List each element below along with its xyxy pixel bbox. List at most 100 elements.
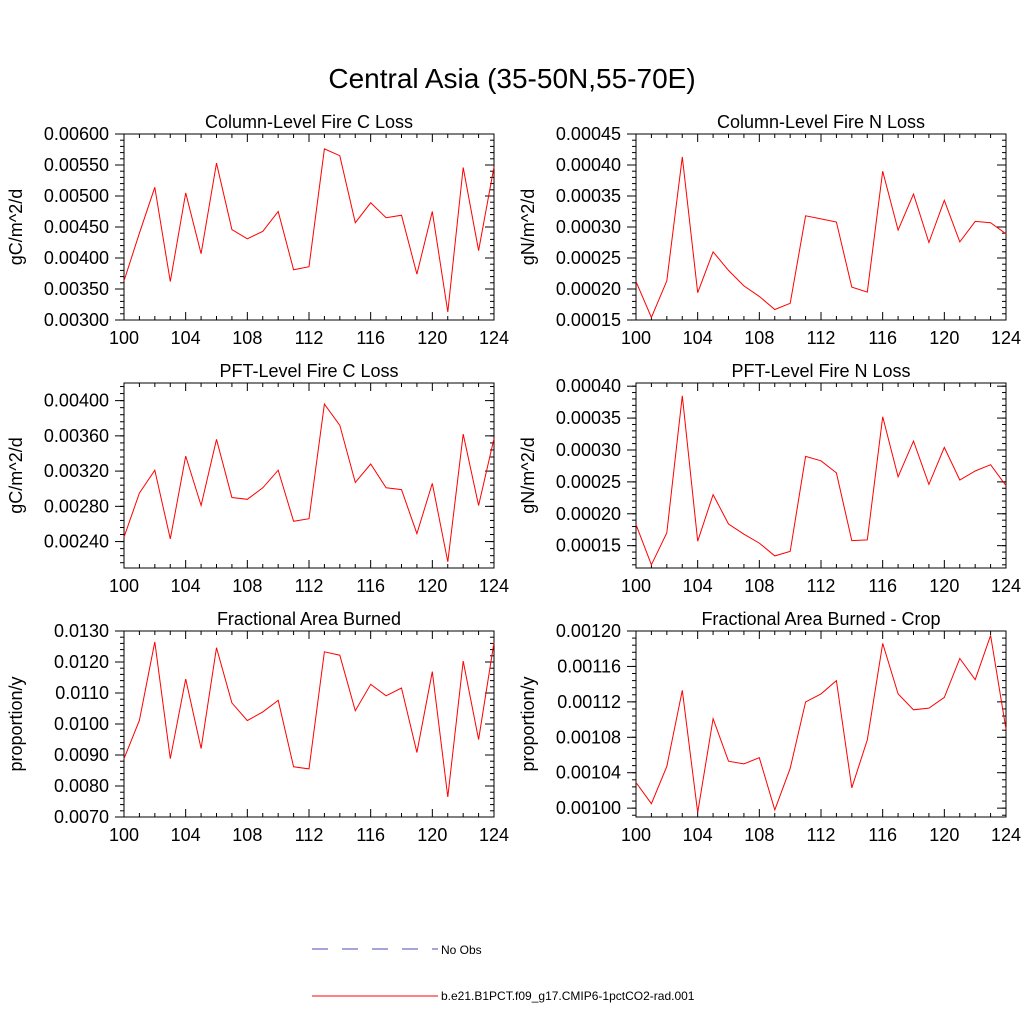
- x-tick-label: 112: [807, 576, 836, 596]
- y-tick-label: 0.0120: [54, 652, 109, 672]
- y-tick-label: 0.00035: [556, 408, 621, 428]
- y-tick-label: 0.00350: [44, 279, 109, 299]
- y-tick-label: 0.00020: [556, 279, 621, 299]
- x-tick-label: 120: [417, 328, 447, 348]
- y-tick-label: 0.00600: [44, 124, 109, 144]
- x-tick-label: 112: [295, 328, 324, 348]
- x-tick-label: 124: [479, 576, 509, 596]
- panels: Column-Level Fire C Loss gC/m^2/d 100 104 10…: [6, 112, 1021, 845]
- x-tick-label: 104: [683, 825, 713, 845]
- chart-panel-4: PFT-Level Fire N Loss gN/m^2/d 100 104 108 11…: [518, 361, 1021, 596]
- chart-panel-2: Column-Level Fire N Loss gN/m^2/d 100 104 10…: [518, 112, 1021, 348]
- panel-title: Fractional Area Burned: [217, 609, 401, 629]
- x-tick-label: 112: [807, 825, 836, 845]
- x-tick-label: 100: [109, 328, 139, 348]
- x-tick-label: 100: [621, 576, 651, 596]
- x-tick-label: 104: [171, 825, 201, 845]
- y-tick-label: 0.00240: [44, 532, 109, 552]
- x-tick-label: 116: [356, 825, 385, 845]
- y-tick-label: 0.00045: [556, 124, 621, 144]
- y-tick-label: 0.00116: [557, 656, 621, 676]
- x-tick-label: 124: [479, 825, 509, 845]
- plot-frame: [635, 133, 1007, 321]
- x-tick-label: 120: [417, 825, 447, 845]
- x-tick-label: 112: [295, 825, 324, 845]
- y-tick-label: 0.00120: [556, 621, 621, 641]
- y-tick-label: 0.00400: [44, 391, 109, 411]
- y-tick-label: 0.00025: [556, 472, 621, 492]
- x-tick-label: 100: [109, 576, 139, 596]
- y-tick-label: 0.00015: [556, 310, 621, 330]
- x-tick-label: 120: [929, 328, 959, 348]
- x-tick-label: 124: [479, 328, 509, 348]
- x-tick-label: 120: [929, 825, 959, 845]
- figure-title: Central Asia (35-50N,55-70E): [328, 63, 695, 94]
- chart-panel-5: Fractional Area Burned proportion/y 100 104…: [6, 609, 509, 845]
- y-tick-label: 0.00280: [44, 496, 109, 516]
- x-tick-label: 100: [621, 328, 651, 348]
- series-line-model: [123, 402, 495, 562]
- x-tick-label: 108: [232, 576, 262, 596]
- chart-panel-3: PFT-Level Fire C Loss gC/m^2/d 100 104 108 11…: [6, 361, 509, 596]
- y-tick-label: 0.00550: [44, 155, 109, 175]
- y-tick-label: 0.0110: [55, 683, 109, 703]
- x-tick-label: 112: [295, 576, 324, 596]
- chart-panel-1: Column-Level Fire C Loss gC/m^2/d 100 104 10…: [6, 112, 509, 348]
- y-tick-label: 0.00450: [44, 217, 109, 237]
- panel-title: Column-Level Fire C Loss: [205, 112, 413, 132]
- panel-title: Column-Level Fire N Loss: [717, 112, 925, 132]
- y-axis-label: gN/m^2/d: [518, 189, 538, 265]
- x-tick-label: 124: [991, 825, 1021, 845]
- series-line-model: [123, 641, 495, 797]
- y-tick-label: 0.00108: [556, 727, 621, 747]
- y-tick-label: 0.00300: [44, 310, 109, 330]
- legend-obs-label: No Obs: [441, 943, 482, 957]
- x-tick-label: 108: [232, 328, 262, 348]
- y-tick-label: 0.00025: [556, 248, 621, 268]
- x-tick-label: 116: [356, 576, 385, 596]
- series-line-model: [123, 148, 495, 312]
- y-tick-label: 0.00360: [44, 426, 109, 446]
- x-tick-label: 100: [621, 825, 651, 845]
- x-tick-label: 104: [171, 328, 201, 348]
- panel-title: PFT-Level Fire C Loss: [219, 361, 398, 381]
- x-tick-label: 120: [929, 576, 959, 596]
- y-tick-label: 0.00035: [556, 186, 621, 206]
- y-tick-label: 0.00104: [556, 763, 621, 783]
- y-tick-label: 0.0080: [54, 776, 109, 796]
- y-axis-label: proportion/y: [6, 676, 26, 771]
- y-tick-label: 0.00040: [556, 155, 621, 175]
- x-tick-label: 108: [744, 576, 774, 596]
- y-axis-label: gC/m^2/d: [6, 189, 26, 265]
- x-tick-label: 116: [868, 328, 897, 348]
- y-tick-label: 0.0070: [54, 807, 109, 827]
- plot-frame: [123, 382, 495, 569]
- chart-panel-6: Fractional Area Burned - Crop proportion/…: [518, 609, 1021, 845]
- y-tick-label: 0.00015: [556, 536, 621, 556]
- panel-title: PFT-Level Fire N Loss: [731, 361, 910, 381]
- legend: No Obs b.e21.B1PCT.f09_g17.CMIP6-1pctCO2…: [312, 943, 695, 1003]
- x-tick-label: 124: [991, 576, 1021, 596]
- x-tick-label: 108: [744, 825, 774, 845]
- x-tick-label: 108: [744, 328, 774, 348]
- legend-model-label: b.e21.B1PCT.f09_g17.CMIP6-1pctCO2-rad.00…: [441, 989, 695, 1003]
- y-tick-label: 0.00020: [556, 504, 621, 524]
- y-tick-label: 0.00040: [556, 376, 621, 396]
- y-tick-label: 0.00030: [556, 217, 621, 237]
- y-tick-label: 0.0090: [54, 745, 109, 765]
- y-axis-label: proportion/y: [518, 676, 538, 771]
- y-tick-label: 0.00500: [44, 186, 109, 206]
- y-tick-label: 0.0100: [54, 714, 109, 734]
- plot-frame: [635, 382, 1007, 569]
- x-tick-label: 108: [232, 825, 262, 845]
- panel-title: Fractional Area Burned - Crop: [701, 609, 940, 629]
- x-tick-label: 104: [683, 328, 713, 348]
- y-tick-label: 0.00400: [44, 248, 109, 268]
- x-tick-label: 116: [356, 328, 385, 348]
- x-tick-label: 112: [807, 328, 836, 348]
- y-tick-label: 0.00030: [556, 440, 621, 460]
- y-tick-label: 0.0130: [54, 621, 109, 641]
- y-axis-label: gN/m^2/d: [518, 437, 538, 513]
- x-tick-label: 104: [683, 576, 713, 596]
- x-tick-label: 124: [991, 328, 1021, 348]
